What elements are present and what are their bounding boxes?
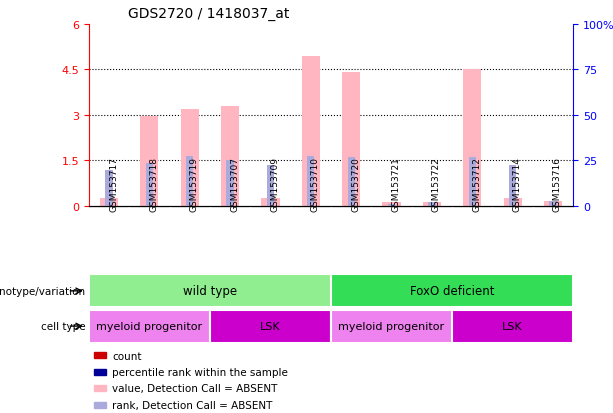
Text: LSK: LSK [502,321,523,331]
Text: GSM153719: GSM153719 [190,157,199,212]
Bar [267,166,274,206]
Text: FoxO deficient: FoxO deficient [410,285,494,298]
Bar [302,57,320,206]
Text: percentile rank within the sample: percentile rank within the sample [112,367,288,377]
Bar [261,199,280,206]
Bar [503,199,522,206]
Bar [100,199,118,206]
Text: GSM153709: GSM153709 [270,157,280,212]
Bar [186,157,194,206]
Bar [423,203,441,206]
Text: myeloid progenitor: myeloid progenitor [96,321,202,331]
Bar [331,310,452,343]
Text: GSM153718: GSM153718 [150,157,158,212]
Bar [140,117,159,206]
Bar [89,275,331,308]
Text: GSM153717: GSM153717 [109,157,118,212]
Bar [94,401,106,408]
Bar [463,70,481,206]
Text: GSM153716: GSM153716 [553,157,562,212]
Bar [89,310,210,343]
Bar [383,203,401,206]
Bar [94,385,106,391]
Bar [468,158,476,206]
Text: GSM153707: GSM153707 [230,157,239,212]
Text: GSM153720: GSM153720 [351,157,360,212]
Text: myeloid progenitor: myeloid progenitor [338,321,444,331]
Bar [331,275,573,308]
Text: rank, Detection Call = ABSENT: rank, Detection Call = ABSENT [112,400,273,410]
Bar [94,352,106,358]
Bar [105,170,113,206]
Text: LSK: LSK [260,321,281,331]
Text: GDS2720 / 1418037_at: GDS2720 / 1418037_at [128,7,289,21]
Bar [428,203,436,206]
Text: cell type: cell type [41,321,86,331]
Text: genotype/variation: genotype/variation [0,286,86,296]
Text: count: count [112,351,142,361]
Bar [221,107,239,206]
Bar [307,157,314,206]
Bar [181,109,199,206]
Text: GSM153710: GSM153710 [311,157,320,212]
Bar [226,161,234,206]
Bar [94,369,106,375]
Text: value, Detection Call = ABSENT: value, Detection Call = ABSENT [112,384,278,394]
Text: wild type: wild type [183,285,237,298]
Text: GSM153714: GSM153714 [512,157,522,212]
Bar [210,310,331,343]
Text: GSM153712: GSM153712 [472,157,481,212]
Bar [549,201,557,206]
Bar [348,158,355,206]
Bar [388,204,395,206]
Bar [342,73,360,206]
Text: GSM153721: GSM153721 [392,157,400,212]
Bar [146,164,153,206]
Text: GSM153722: GSM153722 [432,157,441,212]
Bar [544,201,562,206]
Bar [452,310,573,343]
Bar [509,166,516,206]
